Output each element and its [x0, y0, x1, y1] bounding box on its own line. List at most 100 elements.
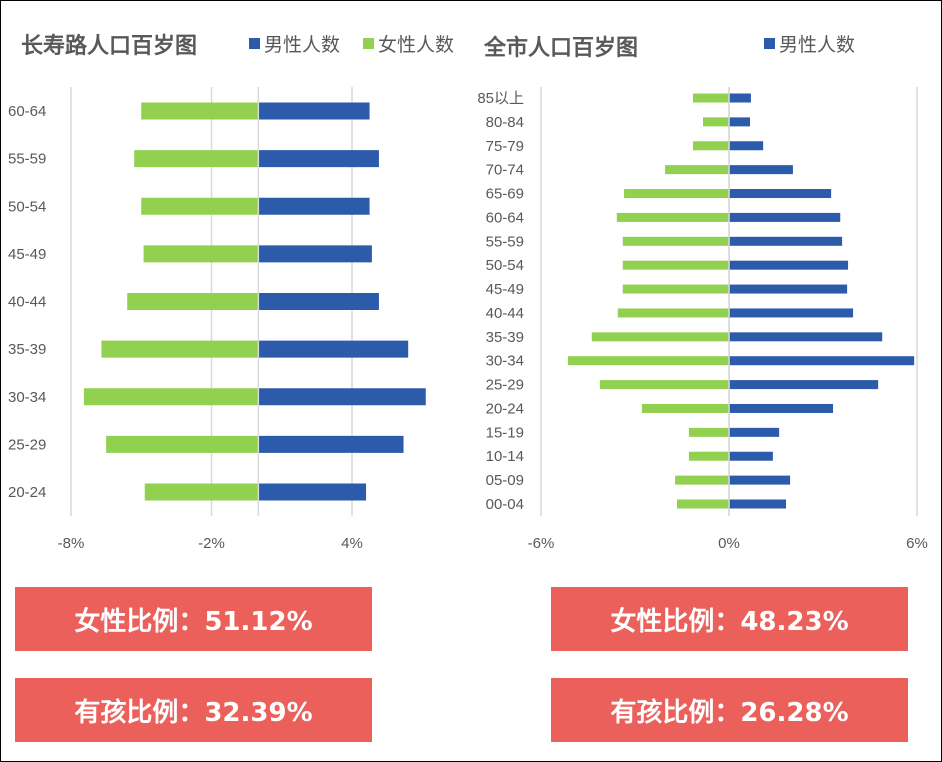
legend-label: 女性人数 [378, 34, 455, 56]
female-bar [688, 427, 729, 437]
female-bar [141, 102, 259, 120]
female-bar [83, 388, 259, 406]
y-category-label: 20-24 [486, 400, 524, 417]
male-swatch-icon [764, 38, 775, 49]
female-bar [675, 475, 729, 485]
y-category-label: 25-29 [8, 436, 46, 453]
male-bar [729, 117, 750, 127]
y-category-label: 75-79 [486, 138, 524, 155]
right-children-ratio: 有孩比例：26.28% [551, 678, 908, 742]
male-bar [258, 197, 370, 215]
y-category-label: 55-59 [486, 233, 524, 250]
female-bar [567, 356, 729, 366]
y-category-label: 40-44 [8, 294, 46, 311]
x-tick-label: 6% [906, 535, 928, 552]
male-bar [258, 245, 372, 263]
male-bar [729, 475, 791, 485]
female-bar [622, 284, 729, 294]
x-tick-label: 0% [718, 535, 740, 552]
y-category-label: 45-49 [486, 281, 524, 298]
y-category-label: 15-19 [486, 424, 524, 441]
left-chart-title: 长寿路人口百岁图 [21, 34, 198, 59]
right-female-ratio: 女性比例：48.23% [551, 587, 908, 651]
male-bar [258, 102, 370, 120]
left-children-ratio: 有孩比例：32.39% [15, 678, 372, 742]
male-bar [729, 356, 915, 366]
legend-label: 男性人数 [779, 34, 856, 56]
y-category-label: 85以上 [477, 90, 524, 107]
female-bar [144, 483, 259, 501]
female-bar [591, 332, 729, 342]
y-category-label: 70-74 [486, 162, 524, 179]
male-bar [729, 212, 841, 222]
female-bar [702, 117, 729, 127]
male-bar [258, 388, 426, 406]
female-bar [106, 435, 259, 453]
female-bar [624, 189, 729, 199]
male-bar [729, 189, 832, 199]
x-tick-label: -2% [198, 535, 225, 552]
right-legend-male: 男性人数 [764, 30, 855, 57]
y-category-label: 00-04 [486, 496, 524, 513]
female-bar [617, 308, 729, 318]
y-category-label: 50-54 [486, 257, 524, 274]
y-category-label: 60-64 [8, 103, 46, 120]
y-category-label: 35-39 [486, 329, 524, 346]
female-bar [143, 245, 259, 263]
male-swatch-icon [249, 38, 260, 49]
female-bar [665, 165, 729, 175]
female-bar [692, 93, 729, 103]
y-category-label: 55-59 [8, 151, 46, 168]
left-legend-male: 男性人数 [249, 30, 340, 57]
male-bar [729, 141, 764, 151]
male-bar [729, 93, 751, 103]
y-category-label: 60-64 [486, 209, 524, 226]
male-bar [729, 308, 854, 318]
male-bar [258, 435, 404, 453]
male-bar [729, 284, 848, 294]
female-bar [616, 212, 729, 222]
y-category-label: 65-69 [486, 186, 524, 203]
x-tick-label: 4% [341, 535, 363, 552]
y-category-label: 30-34 [8, 389, 46, 406]
female-bar [599, 380, 729, 390]
y-category-label: 80-84 [486, 114, 524, 131]
legend-label: 男性人数 [264, 34, 341, 56]
y-category-label: 50-54 [8, 198, 46, 215]
female-bar [622, 236, 729, 246]
female-bar [127, 293, 259, 310]
x-tick-label: -6% [528, 535, 555, 552]
female-bar [134, 150, 259, 168]
male-bar [729, 260, 849, 270]
y-category-label: 05-09 [486, 472, 524, 489]
female-bar [676, 499, 729, 509]
pyramid-charts: -8% -2% 4% 20-24 25-29 30-34 35-39 40-44 45-49 50… [8, 87, 928, 552]
y-category-label: 35-39 [8, 341, 46, 358]
male-bar [258, 483, 367, 501]
male-bar [729, 499, 787, 509]
y-category-label: 40-44 [486, 305, 524, 322]
male-bar [729, 380, 879, 390]
male-bar [729, 451, 773, 461]
x-tick-label: -8% [58, 535, 85, 552]
female-swatch-icon [363, 38, 374, 49]
male-bar [729, 236, 843, 246]
y-category-label: 10-14 [486, 448, 524, 465]
male-bar [258, 150, 379, 168]
female-bar [101, 340, 259, 358]
y-category-label: 30-34 [486, 353, 524, 370]
male-bar [729, 332, 883, 342]
female-bar [141, 197, 259, 215]
male-bar [258, 340, 409, 358]
male-bar [729, 427, 780, 437]
female-bar [641, 403, 729, 413]
male-bar [258, 293, 379, 310]
y-category-label: 20-24 [8, 484, 46, 501]
male-bar [729, 403, 834, 413]
female-bar [692, 141, 729, 151]
male-bar [729, 165, 793, 175]
female-bar [622, 260, 729, 270]
female-bar [688, 451, 729, 461]
left-legend-female: 女性人数 [363, 30, 454, 57]
